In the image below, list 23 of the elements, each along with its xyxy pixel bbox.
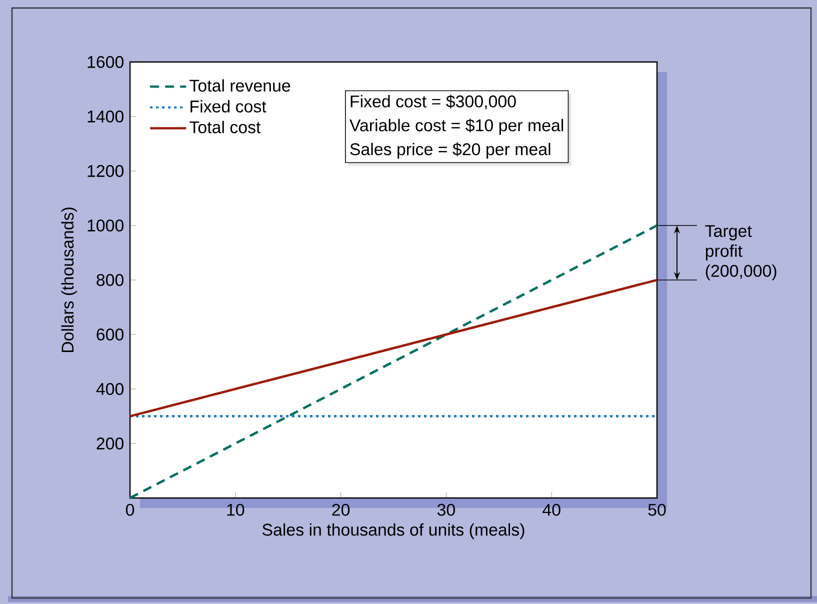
y-tick-label: 1400 (88, 110, 124, 122)
text: Target profit (200,000) (705, 225, 776, 280)
y-tick-label: 1200 (88, 164, 124, 177)
x-tick-label: 50 (648, 504, 666, 516)
y-tick-label: 800 (96, 274, 124, 286)
annotation: Variable cost = $10 per meal (350, 118, 564, 135)
x-tick-label: 40 (542, 504, 560, 516)
annotation: Fixed cost = $300,000 (350, 94, 516, 110)
y-tick-label: 1000 (88, 219, 124, 232)
x-tick-label: 20 (332, 504, 350, 516)
x-tick-label: 0 (126, 504, 134, 516)
y-tick-label: 600 (96, 328, 124, 340)
legend-label: Total revenue (190, 79, 290, 92)
annotation: Sales price = $20 per meal (350, 142, 550, 159)
y-axis-title: Dollars (thousands) (61, 208, 77, 352)
x-tick-label: 10 (227, 504, 244, 516)
y-tick-label: 200 (96, 437, 124, 450)
x-axis-title: Sales in thousands of units (meals) (262, 523, 524, 540)
legend-label: Total cost (190, 120, 261, 134)
legend-label: Fixed cost (190, 100, 266, 112)
y-tick-label: 1600 (88, 56, 124, 68)
x-tick-label: 30 (437, 504, 455, 516)
y-tick-label: 400 (96, 382, 124, 395)
